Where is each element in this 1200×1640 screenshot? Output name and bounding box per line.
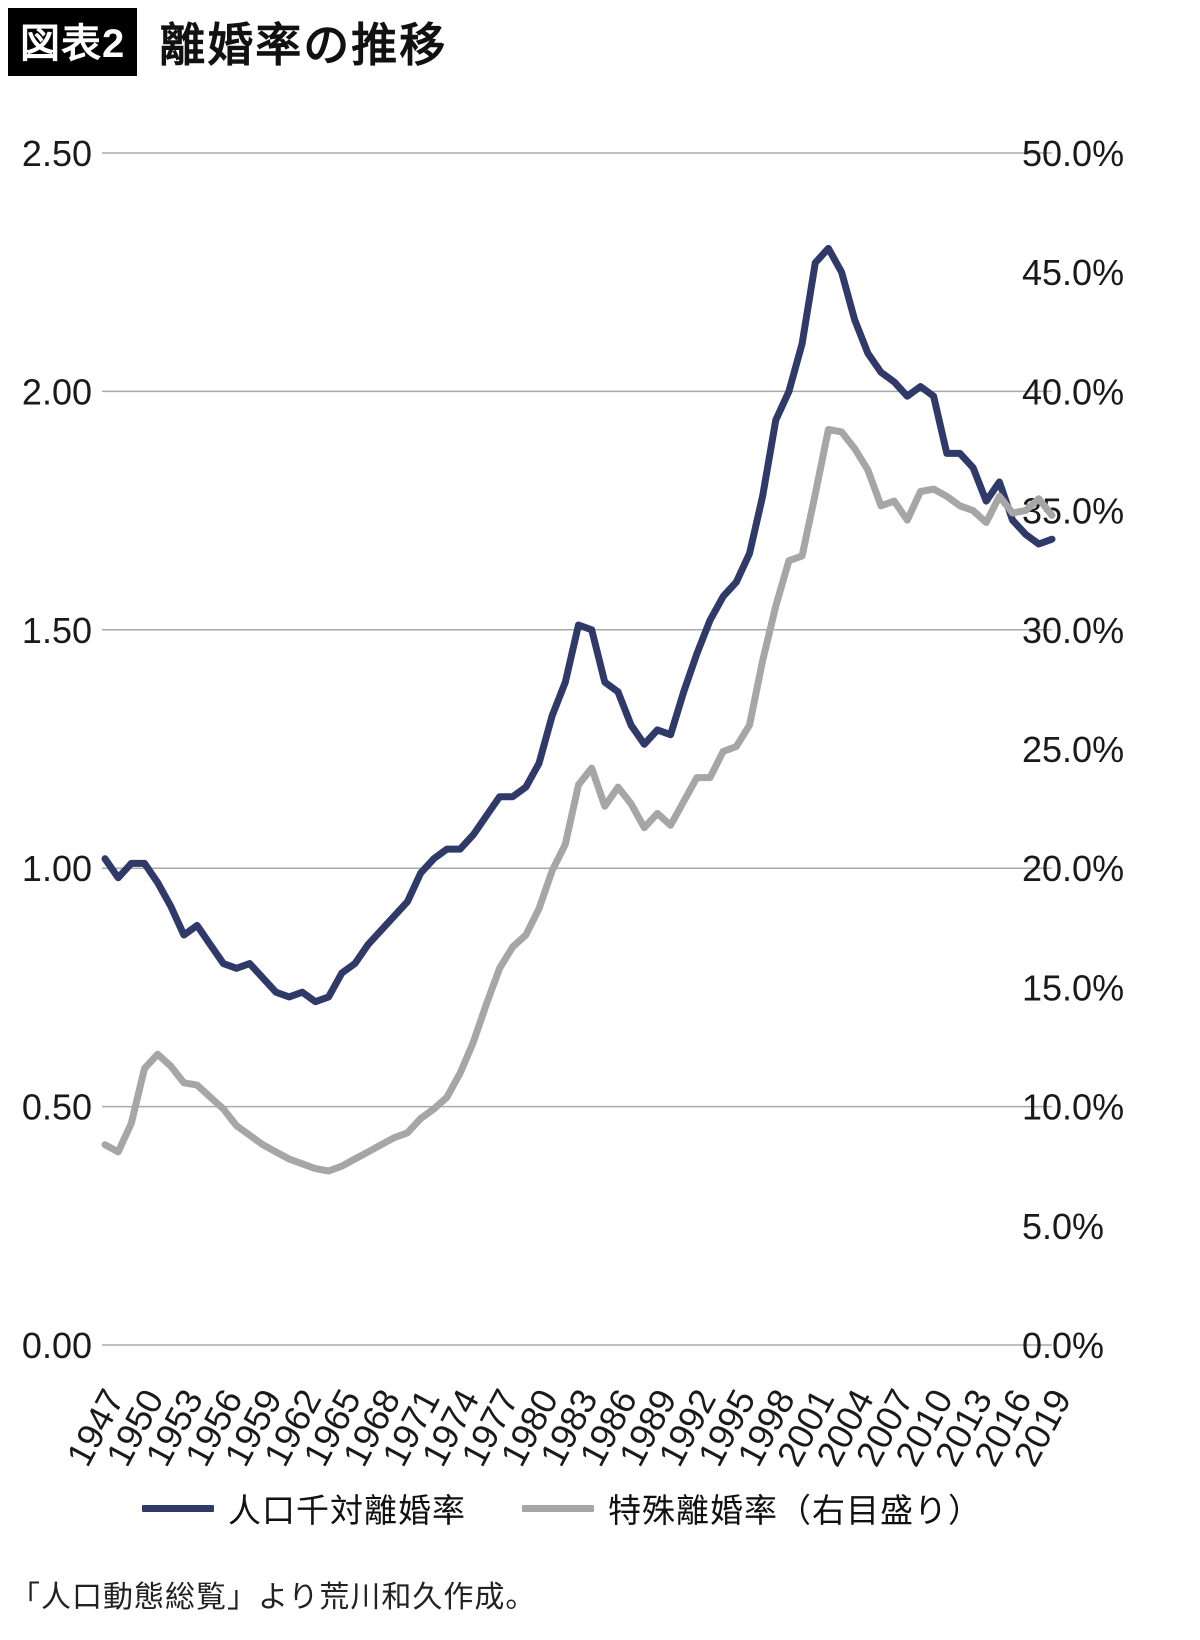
- svg-text:20.0%: 20.0%: [1022, 848, 1124, 889]
- source-note: 「人口動態総覧」より荒川和久作成。: [10, 1581, 537, 1614]
- svg-text:5.0%: 5.0%: [1022, 1206, 1104, 1247]
- chart-legend: 人口千対離婚率 特殊離婚率（右目盛り）: [0, 1484, 1162, 1532]
- svg-text:30.0%: 30.0%: [1022, 610, 1124, 651]
- svg-text:1.50: 1.50: [22, 610, 92, 651]
- legend-label: 人口千対離婚率: [228, 1492, 466, 1529]
- navy-line-swatch: [142, 1504, 214, 1512]
- svg-text:15.0%: 15.0%: [1022, 967, 1124, 1008]
- svg-text:45.0%: 45.0%: [1022, 252, 1124, 293]
- svg-text:2.00: 2.00: [22, 371, 92, 412]
- figure-title: 離婚率の推移: [159, 19, 448, 71]
- svg-text:0.00: 0.00: [22, 1325, 92, 1366]
- svg-text:25.0%: 25.0%: [1022, 729, 1124, 770]
- svg-text:1.00: 1.00: [22, 848, 92, 889]
- svg-text:40.0%: 40.0%: [1022, 371, 1124, 412]
- legend-item-crude-divorce-rate: 人口千対離婚率: [142, 1484, 466, 1532]
- svg-text:10.0%: 10.0%: [1022, 1087, 1124, 1128]
- figure-header: 図表2 離婚率の推移: [8, 8, 447, 76]
- legend-label: 特殊離婚率（右目盛り）: [608, 1492, 982, 1529]
- legend-item-special-divorce-rate: 特殊離婚率（右目盛り）: [522, 1484, 982, 1532]
- svg-text:0.50: 0.50: [22, 1087, 92, 1128]
- svg-text:50.0%: 50.0%: [1022, 133, 1124, 174]
- gray-line-swatch: [522, 1504, 594, 1512]
- svg-text:2.50: 2.50: [22, 133, 92, 174]
- svg-text:0.0%: 0.0%: [1022, 1325, 1104, 1366]
- figure-tag: 図表2: [8, 8, 138, 76]
